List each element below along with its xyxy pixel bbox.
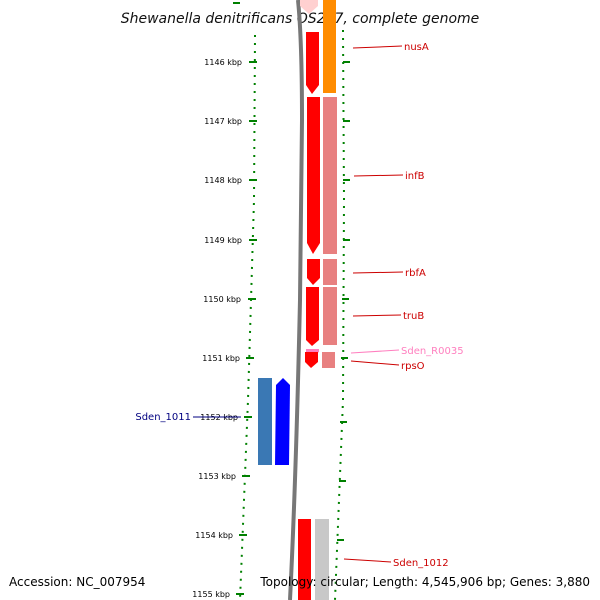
gene-infB-arrow: [307, 97, 320, 254]
gene-arrow-top-fragment: [300, 0, 318, 14]
track-infB: [323, 97, 337, 254]
gene-label-Sden_1011: Sden_1011: [135, 412, 191, 423]
tick-label: 1149 kbp: [204, 236, 242, 245]
track-rbfA: [323, 259, 337, 285]
gene-label-nusA: nusA: [404, 42, 429, 53]
gene-label-Sden_1012: Sden_1012: [393, 558, 449, 569]
tick-label: 1146 kbp: [204, 58, 242, 67]
tick-label: 1148 kbp: [204, 176, 242, 185]
product-track: [315, 0, 337, 600]
scale-ticks: [233, 2, 257, 595]
gene-label-infB: infB: [405, 171, 425, 182]
tick-label: 1154 kbp: [195, 531, 233, 540]
gene-Sden_1012-arrow: [298, 519, 311, 600]
forward-genes: [298, 32, 320, 600]
gene-rbfA-arrow: [307, 259, 320, 285]
right-ticks: [337, 61, 350, 541]
track-Sden_1012: [315, 519, 329, 600]
gene-nusA-arrow: [306, 32, 319, 94]
gene-labels: nusA infB rbfA truB Sden_R0035 rpsO Sden…: [135, 42, 463, 569]
tick-label: 1151 kbp: [202, 354, 240, 363]
topology-text: Topology: circular; Length: 4,545,906 bp…: [259, 575, 590, 589]
blue-genes: [258, 378, 290, 465]
leader-lines: [193, 45, 404, 563]
tick-labels: 1146 kbp 1147 kbp 1148 kbp 1149 kbp 1150…: [192, 58, 242, 599]
gene-truB-arrow: [306, 287, 319, 346]
gene-label-Sden_R0035: Sden_R0035: [401, 346, 464, 357]
tick-label: 1153 kbp: [198, 472, 236, 481]
gene-Sden_1011-box: [258, 378, 272, 465]
gene-label-rpsO: rpsO: [401, 361, 425, 372]
genome-backbone: [288, 0, 305, 600]
tick-label: 1147 kbp: [204, 117, 242, 126]
gene-Sden_1011-arrow: [275, 378, 290, 465]
track-rpsO: [322, 352, 335, 368]
track-truB: [323, 287, 337, 345]
gene-label-truB: truB: [403, 311, 424, 322]
gene-rpsO-arrow: [305, 352, 318, 368]
accession-text: Accession: NC_007954: [9, 575, 145, 589]
gene-label-rbfA: rbfA: [405, 268, 426, 279]
track-nusA: [323, 0, 336, 93]
tick-label: 1155 kbp: [192, 590, 230, 599]
tick-label: 1150 kbp: [203, 295, 241, 304]
